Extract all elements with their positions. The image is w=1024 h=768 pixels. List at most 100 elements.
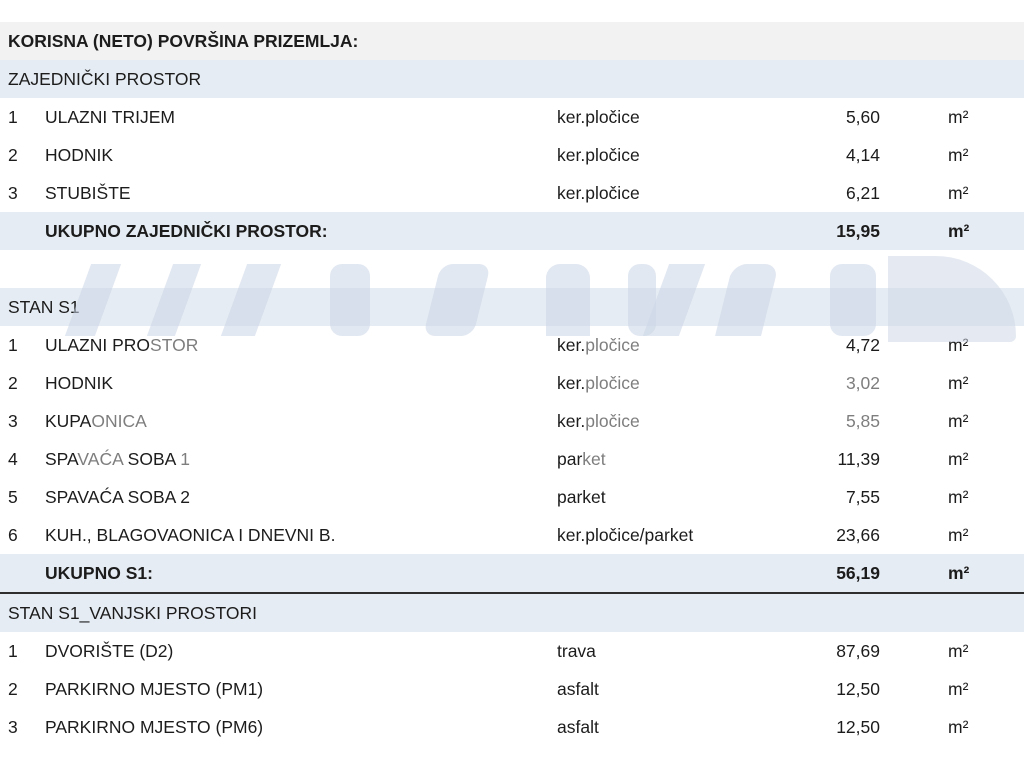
table-row: 2 PARKIRNO MJESTO (PM1) asfalt 12,50 m² [0,670,1024,708]
material-cell: ker.pločice [557,373,747,394]
room-name-cell: PARKIRNO MJESTO (PM1) [45,679,557,700]
text-part-faded: 5,85 [845,410,880,431]
section-header: ZAJEDNIČKI PROSTOR [0,60,1024,98]
section-gap [0,250,1024,288]
area-table: ZAJEDNIČKI PROSTOR 1 ULAZNI TRIJEM ker.ploč… [0,60,1024,746]
unit-label: m² [948,144,969,165]
section-header-text: ZAJEDNIČKI PROSTOR [8,68,202,89]
unit-label: m² [948,334,969,355]
table-row: 3 STUBIŠTE ker.pločice 6,21 m² [0,174,1024,212]
text-part: 5,60 [845,106,880,127]
text-part: HODNIK [45,144,114,165]
room-name-cell: PARKIRNO MJESTO (PM6) [45,717,557,738]
text-part: 4,72 [845,334,880,355]
text-part: ker. [557,372,586,393]
area-value-cell: 5,85 [747,411,880,432]
room-name-cell: ULAZNI PROSTOR [45,335,557,356]
total-value: 56,19 [836,562,880,583]
unit-label: m² [948,372,969,393]
text-part-faded: pločice [585,334,640,355]
text-part: 12,50 [836,678,880,699]
page-title: KORISNA (NETO) POVRŠINA PRIZEMLJA: [0,22,1024,60]
total-value: 15,95 [836,220,880,241]
area-value-cell: 5,60 [747,107,880,128]
text-part: 12,50 [836,716,880,737]
text-part-faded: ket [582,448,606,469]
room-name-cell: DVORIŠTE (D2) [45,641,557,662]
text-part-faded: ONICA [91,410,147,431]
material-cell: ker.pločice/parket [557,525,747,546]
material-cell: ker.pločice [557,335,747,356]
unit-label: m² [948,486,969,507]
text-part: DVORIŠTE (D2) [45,640,174,661]
table-row: 2 HODNIK ker.pločice 4,14 m² [0,136,1024,174]
text-part: KUPA [45,410,92,431]
total-row: UKUPNO ZAJEDNIČKI PROSTOR: 15,95 m² [0,212,1024,250]
table-row: 1 DVORIŠTE (D2) trava 87,69 m² [0,632,1024,670]
room-name-cell: HODNIK [45,373,557,394]
total-row: UKUPNO S1: 56,19 m² [0,554,1024,592]
material-cell: ker.pločice [557,411,747,432]
text-part: ker.pločice [557,106,640,127]
row-number: 2 [8,372,18,393]
text-part: 4,14 [845,144,880,165]
material-cell: asfalt [557,717,747,738]
row-number: 2 [8,678,18,699]
unit-label: m² [948,716,969,737]
text-part: ker.pločice/parket [557,524,694,545]
text-part: ker. [557,410,586,431]
section-divider-rule [0,592,1024,594]
section-header-text: STAN S1 [8,296,80,317]
text-part: SPAVAĆA SOBA 2 [45,486,190,507]
area-value-cell: 12,50 [747,717,880,738]
text-part: ker.pločice [557,144,640,165]
text-part: 23,66 [836,524,880,545]
table-row: 3 KUPAONICA ker.pločice 5,85 m² [0,402,1024,440]
text-part: PARKIRNO MJESTO (PM1) [45,678,264,699]
text-part: asfalt [557,716,599,737]
text-part: 6,21 [845,182,880,203]
material-cell: trava [557,641,747,662]
row-number: 3 [8,716,18,737]
row-number: 3 [8,410,18,431]
text-part-faded: STOR [150,334,199,355]
top-margin [0,0,1024,22]
row-number: 3 [8,182,18,203]
text-part-faded: pločice [585,372,640,393]
room-name-cell: KUH., BLAGOVAONICA I DNEVNI B. [45,525,557,546]
area-value-cell: 6,21 [747,183,880,204]
text-part: 7,55 [845,486,880,507]
unit-label: m² [948,182,969,203]
text-part-faded: 3,02 [845,372,880,393]
room-name-cell: ULAZNI TRIJEM [45,107,557,128]
text-part: HODNIK [45,372,114,393]
area-value-cell: 12,50 [747,679,880,700]
text-part-faded: pločice [585,410,640,431]
text-part-faded: VAĆA [77,448,123,469]
text-part: par [557,448,583,469]
text-part: ULAZNI PRO [45,334,151,355]
area-value-cell: 11,39 [747,449,881,470]
table-row: 2 HODNIK ker.pločice 3,02 m² [0,364,1024,402]
row-number: 4 [8,448,18,469]
text-part: STUBIŠTE [45,182,131,203]
row-number: 5 [8,486,18,507]
material-cell: ker.pločice [557,107,747,128]
section-header: STAN S1_VANJSKI PROSTORI [0,594,1024,632]
room-name-cell: SPAVAĆA SOBA 2 [45,487,557,508]
area-value-cell: 7,55 [747,487,880,508]
table-row: 1 ULAZNI PROSTOR ker.pločice 4,72 m² [0,326,1024,364]
area-value-cell: 3,02 [747,373,880,394]
text-part: ker.pločice [557,182,640,203]
area-value-cell: 23,66 [747,525,880,546]
unit-label: m² [948,640,969,661]
table-row: 5 SPAVAĆA SOBA 2 parket 7,55 m² [0,478,1024,516]
text-part: ULAZNI TRIJEM [45,106,175,127]
unit-label: m² [948,106,969,127]
material-cell: ker.pločice [557,183,747,204]
unit-label: m² [948,220,970,241]
row-number: 1 [8,334,18,355]
unit-label: m² [948,562,970,583]
unit-label: m² [948,678,969,699]
